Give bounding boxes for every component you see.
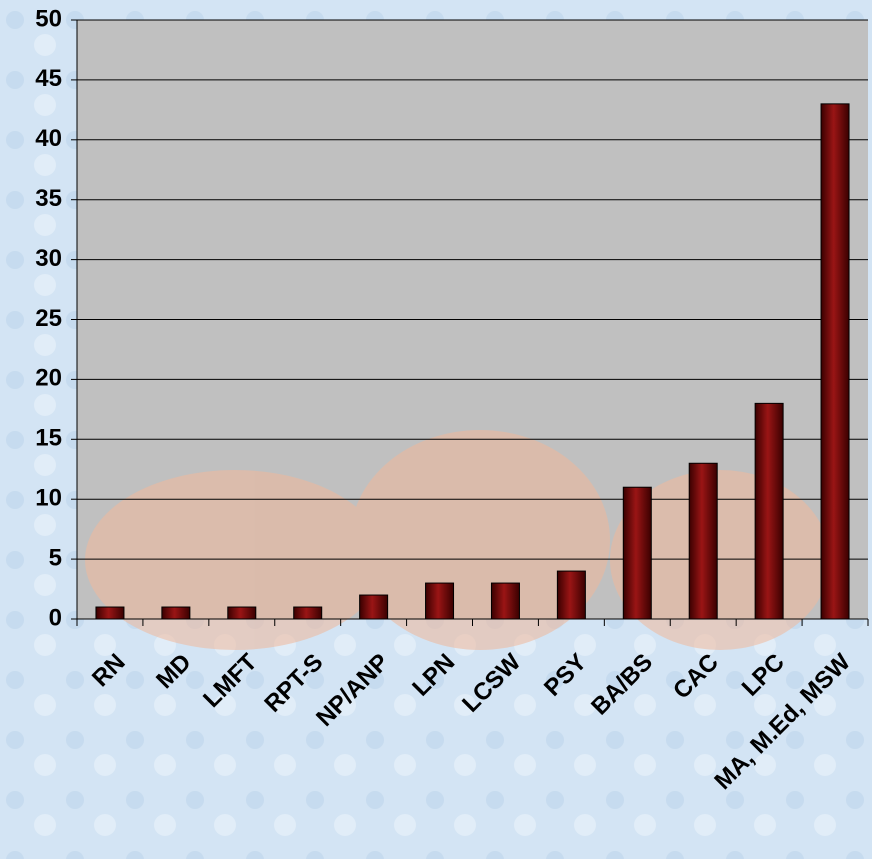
bar <box>556 570 586 620</box>
bar <box>820 103 850 620</box>
y-tick-label: 20 <box>35 365 62 392</box>
y-tick-label: 10 <box>35 485 62 512</box>
y-tick-label: 25 <box>35 305 62 332</box>
y-tick-label: 30 <box>35 245 62 272</box>
bar <box>490 582 520 620</box>
bar <box>425 582 455 620</box>
y-tick-label: 35 <box>35 185 62 212</box>
bar <box>95 606 125 620</box>
bar <box>688 462 718 620</box>
y-tick-label: 15 <box>35 425 62 452</box>
y-tick-label: 45 <box>35 65 62 92</box>
y-tick-label: 40 <box>35 125 62 152</box>
bar <box>293 606 323 620</box>
bar <box>227 606 257 620</box>
bar <box>754 402 784 620</box>
bar <box>359 594 389 620</box>
y-tick-label: 5 <box>49 544 62 571</box>
bar <box>161 606 191 620</box>
y-tick-label: 50 <box>35 5 62 32</box>
y-tick-label: 0 <box>49 604 62 631</box>
bar <box>622 486 652 620</box>
